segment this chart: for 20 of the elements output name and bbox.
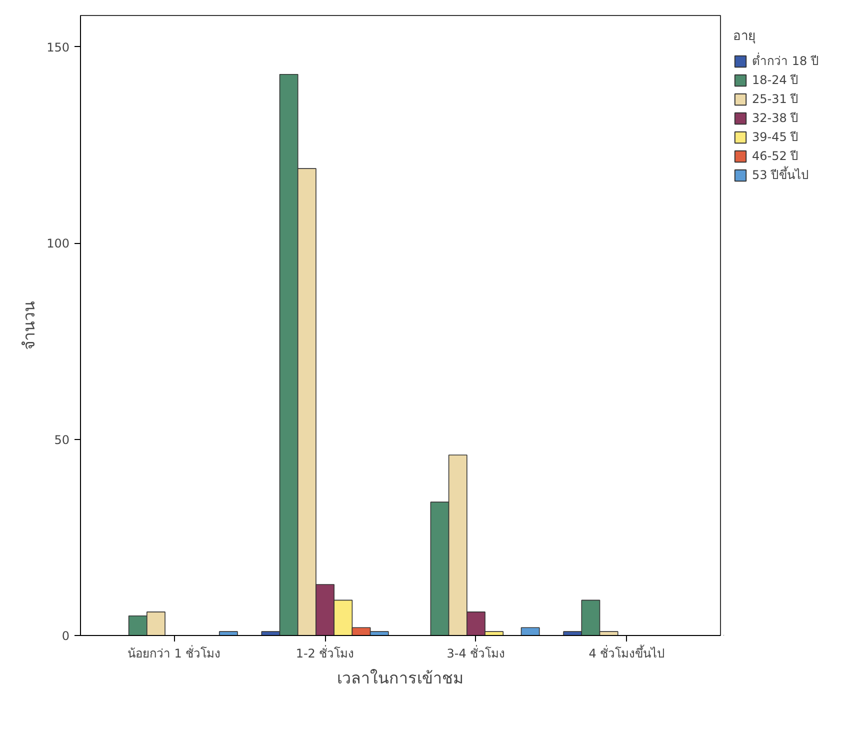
- legend-label: 25-31 ปี: [752, 91, 799, 108]
- legend-label: 18-24 ปี: [752, 72, 799, 89]
- y-axis-title: จำนวน: [20, 301, 39, 350]
- legend-label: 32-38 ปี: [752, 110, 799, 127]
- bar: [218, 631, 238, 636]
- y-tick-label: 150: [46, 40, 70, 54]
- legend-label: ต่ำกว่า 18 ปี: [752, 52, 819, 70]
- legend-label: 53 ปีขึ้นไป: [752, 165, 810, 184]
- x-tick-label: น้อยกว่า 1 ชั่วโมง: [127, 644, 221, 660]
- bar: [520, 627, 540, 636]
- y-tick-label: 0: [62, 629, 70, 643]
- x-tick-label: 4 ชั่วโมงขึ้นไป: [588, 644, 666, 660]
- x-tick-label: 3-4 ชั่วโมง: [446, 644, 506, 660]
- x-axis-title: เวลาในการเข้าชม: [337, 668, 464, 688]
- legend-label: 39-45 ปี: [752, 129, 799, 146]
- legend-title: อายุ: [733, 28, 757, 46]
- y-tick-label: 100: [46, 236, 70, 251]
- legend-label: 46-52 ปี: [752, 148, 799, 165]
- x-tick-label: 1-2 ชั่วโมง: [296, 644, 354, 660]
- y-tick-label: 50: [54, 432, 70, 447]
